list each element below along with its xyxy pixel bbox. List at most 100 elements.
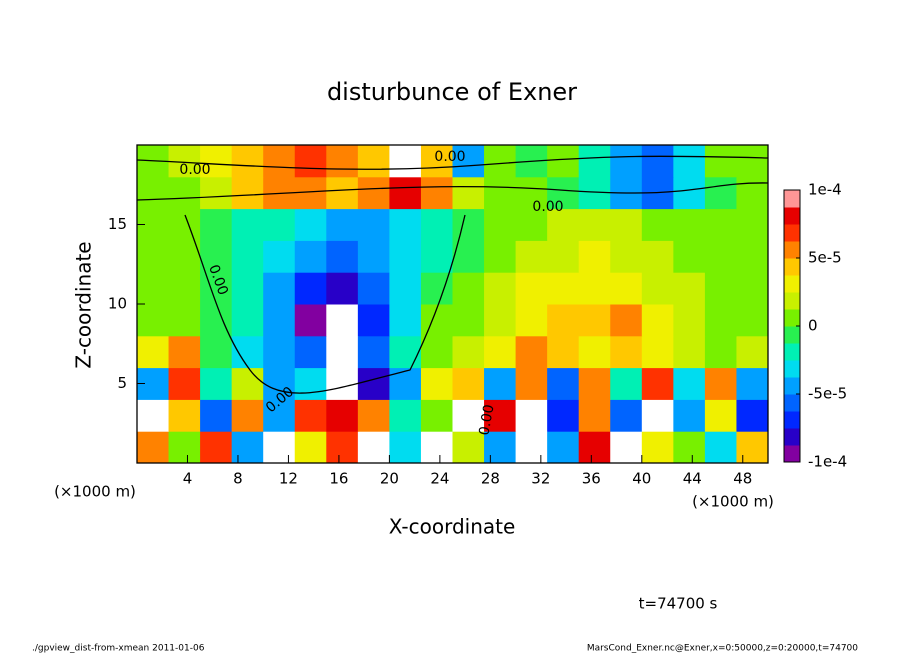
cell [704,431,737,464]
cell [389,304,422,337]
x-tick-label: 24 [430,470,449,488]
cell [326,335,359,369]
cell [673,367,706,400]
cell [263,399,296,432]
x-tick-label: 12 [279,470,298,488]
cell [294,367,327,400]
cell [704,272,737,305]
cell [736,176,769,210]
colorbar-swatch [784,445,800,463]
cell [484,240,517,273]
cell [452,208,485,241]
contour-label: 0.00 [179,162,210,178]
cell [357,304,390,337]
cell [326,272,359,305]
colorbar-swatch [784,360,800,378]
cell [704,399,737,432]
cell [357,208,390,241]
cell [578,304,611,337]
cell [420,335,453,369]
colorbar-swatch [784,207,800,225]
cell [547,399,580,432]
cell [168,431,201,464]
cell [515,399,548,432]
cell [420,431,453,464]
cell [452,431,485,464]
cell [484,304,517,337]
cell [736,240,769,273]
colorbar-swatch [784,394,800,412]
cell [704,240,737,273]
cell [547,431,580,464]
cell [357,367,390,400]
cell [263,304,296,337]
colorbar-swatch [784,224,800,242]
cell [231,304,264,337]
cell [484,431,517,464]
cell [420,399,453,432]
cell [200,335,233,369]
cell [168,240,201,273]
cell [137,335,170,369]
cell [263,145,296,178]
x-tick-label: 20 [380,470,399,488]
cell [326,208,359,241]
cell [137,272,170,305]
cell [231,145,264,178]
cell [231,431,264,464]
cell [326,431,359,464]
colorbar-tick-label: 5e-5 [808,249,842,267]
cell [200,145,233,178]
cell [736,145,769,178]
cell [452,304,485,337]
cell [610,145,643,178]
colorbar-tick-label: -1e-4 [808,453,847,471]
contour-line [136,155,769,170]
x-tick-label: 16 [329,470,348,488]
cell [420,208,453,241]
contour-label: 0.00 [476,403,497,436]
cell [263,335,296,369]
cell [137,399,170,432]
cell [578,399,611,432]
cell [515,335,548,369]
cell [294,240,327,273]
cell [389,240,422,273]
y-tick-label: 5 [117,374,127,392]
cell [547,272,580,305]
cell [641,304,674,337]
cell [704,335,737,369]
cell [704,145,737,178]
y-axis-label: Z-coordinate [72,241,96,368]
time-label: t=74700 s [639,595,718,613]
cell [389,399,422,432]
x-unit-label: (×1000 m) [54,483,136,501]
colorbar-swatch [784,292,800,310]
cell [420,176,453,210]
cell [326,176,359,210]
cell [326,304,359,337]
cell [610,208,643,241]
contour-line [136,182,769,201]
cell [389,367,422,400]
x-axis-label: X-coordinate [389,515,516,539]
colorbar-swatch [784,309,800,327]
cell [704,304,737,337]
cell [641,145,674,178]
cell [673,335,706,369]
cell [515,367,548,400]
cell [578,272,611,305]
cell [200,367,233,400]
cell [578,431,611,464]
cell [326,399,359,432]
cell [200,208,233,241]
cell [357,176,390,210]
cell [168,208,201,241]
cell [515,431,548,464]
cell [420,240,453,273]
cell [704,176,737,210]
cell [389,272,422,305]
cell [294,431,327,464]
cell [326,367,359,400]
